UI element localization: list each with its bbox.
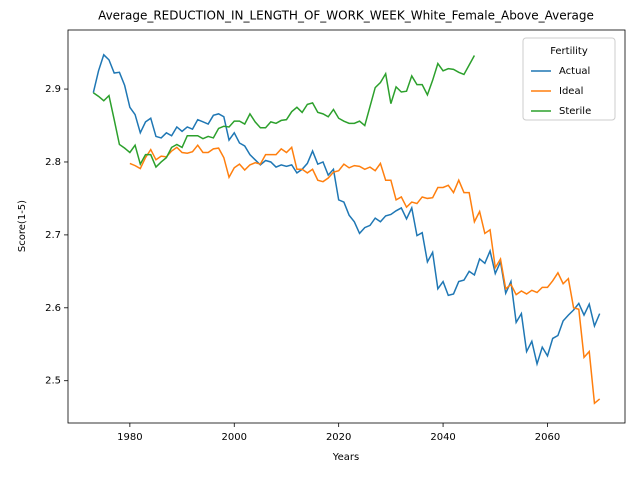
x-tick-label: 2060 [535,432,560,443]
legend-label: Sterile [559,106,591,117]
legend-label: Actual [559,66,590,77]
line-series [92,53,601,367]
x-tick-label: 2000 [222,432,247,443]
x-tick-label: 2020 [326,432,351,443]
y-tick-label: 2.6 [45,303,61,314]
x-axis-label: Years [332,452,359,463]
x-tick-label: 1980 [117,432,142,443]
y-tick-label: 2.9 [45,84,61,95]
y-axis-label: Score(1-5) [17,200,28,252]
line-series [129,143,601,405]
chart-title: Average_REDUCTION_IN_LENGTH_OF_WORK_WEEK… [98,9,594,23]
legend-box [522,37,616,121]
y-tick-label: 2.8 [45,157,61,168]
legend-label: Ideal [559,86,583,97]
y-tick-label: 2.5 [45,376,61,387]
line-series [92,55,476,169]
y-tick-label: 2.7 [45,230,61,241]
x-tick-label: 2040 [430,432,455,443]
legend-title: Fertility [550,46,588,57]
plot-frame [67,29,626,424]
